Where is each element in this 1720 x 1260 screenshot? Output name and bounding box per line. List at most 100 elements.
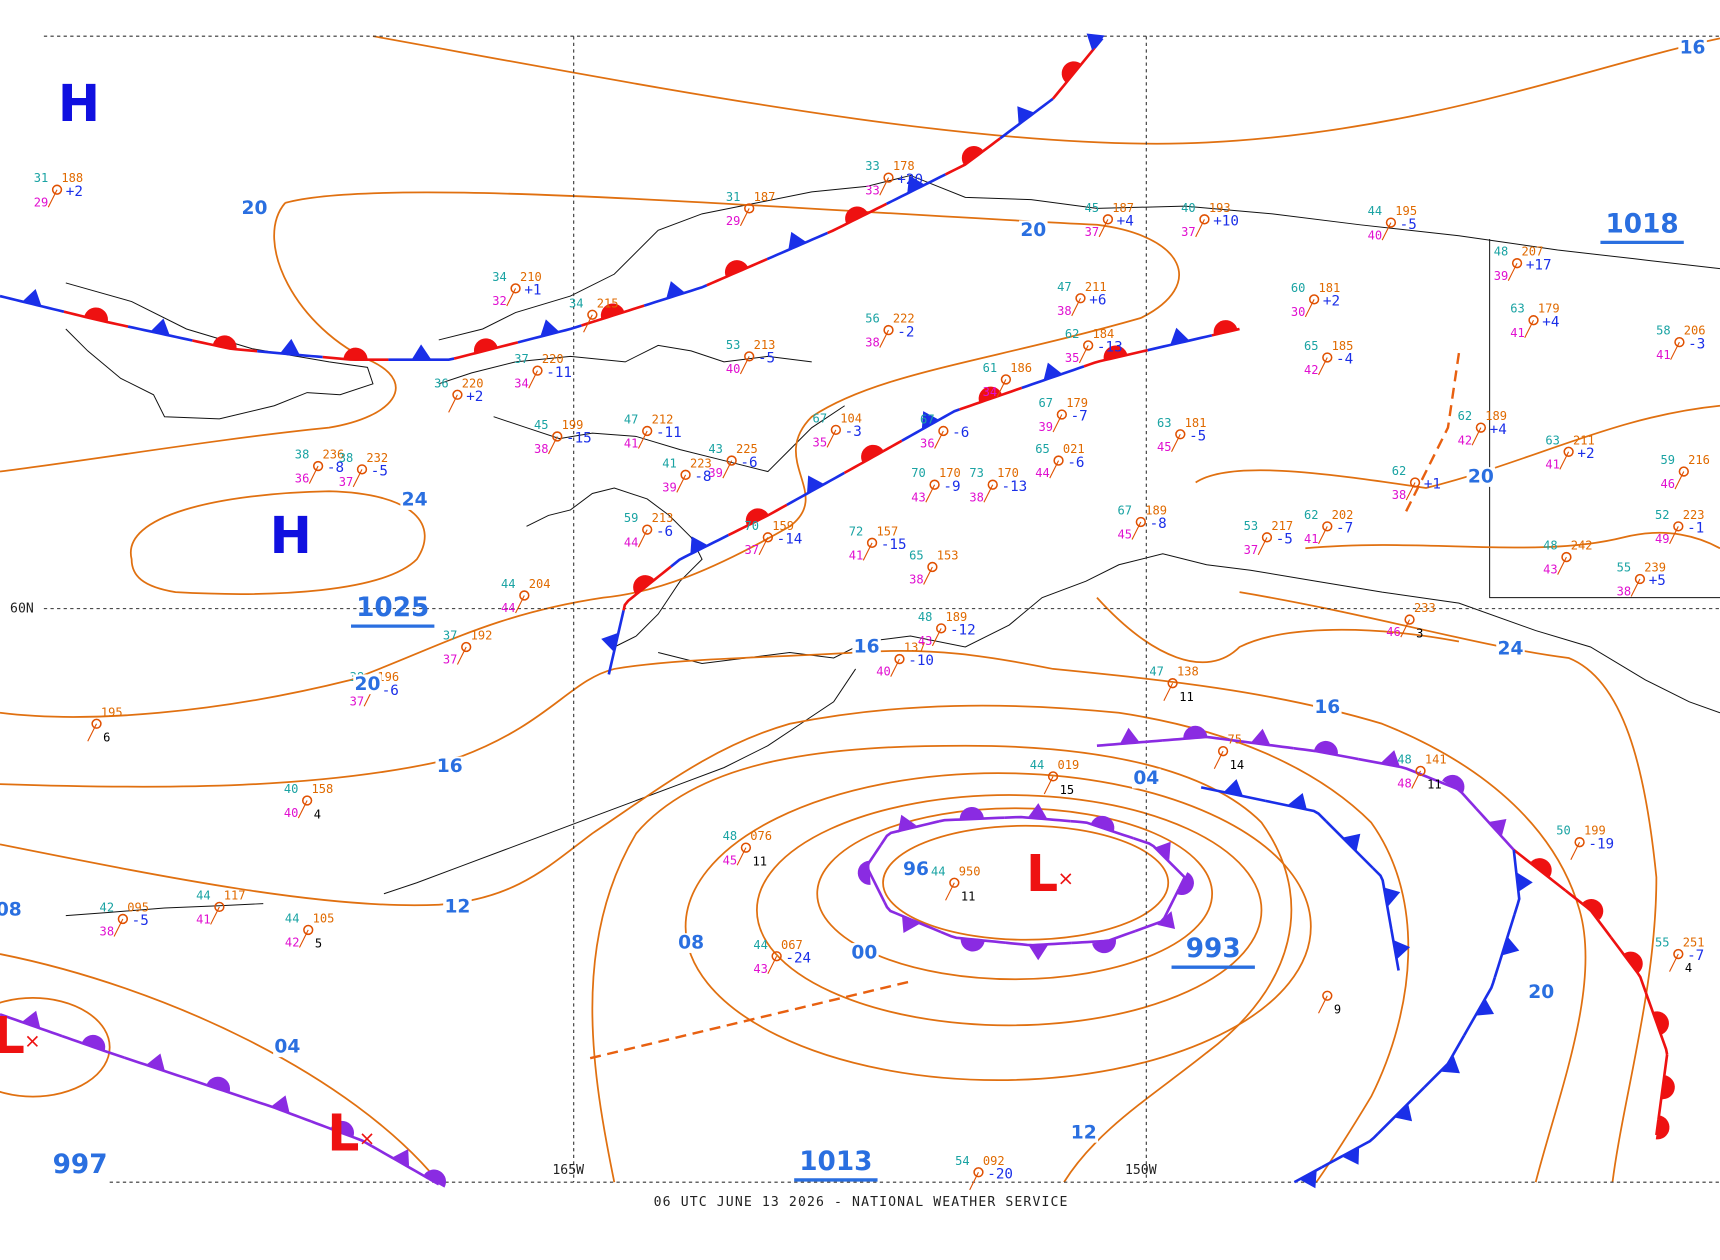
wind-barb	[448, 394, 458, 413]
dewpoint: 49	[1655, 532, 1670, 546]
pressure-tendency: +1	[1424, 477, 1441, 493]
temperature: 36	[434, 376, 449, 390]
wind-barb	[456, 646, 467, 665]
station: 59 213 44 -6	[624, 511, 673, 549]
temperature: 48	[918, 610, 933, 624]
front-pip	[806, 475, 825, 494]
isobars	[0, 35, 1720, 1183]
wind-barb	[1507, 262, 1518, 281]
station-circle	[740, 842, 752, 853]
station-circle	[356, 464, 368, 475]
wind-barb	[1471, 427, 1482, 446]
pressure-tendency: -1	[1687, 521, 1704, 537]
front-segment	[453, 341, 519, 360]
station-circle	[452, 389, 463, 400]
station-circle	[642, 524, 653, 535]
temperature: 52	[1655, 508, 1670, 522]
wind-barb	[506, 288, 517, 307]
front-pip	[1103, 345, 1128, 361]
isobar	[591, 744, 1293, 1183]
station-circle	[1047, 771, 1059, 782]
wind-barb	[1557, 556, 1567, 575]
dewpoint: 32	[492, 294, 507, 308]
pressure: 137	[904, 641, 926, 655]
front-pip	[1624, 951, 1643, 974]
pressure: 076	[750, 829, 772, 843]
station-circle	[936, 623, 947, 634]
front-pip	[961, 146, 984, 165]
pressure: 233	[1414, 601, 1436, 615]
pressure: 105	[313, 911, 335, 925]
dewpoint: 35	[1065, 351, 1080, 365]
station-circle	[1217, 746, 1229, 757]
dewpoint: 48	[1397, 777, 1412, 791]
isobar	[372, 35, 1720, 145]
pressure: 199	[1584, 824, 1606, 838]
station: 72 157 41 -15	[849, 524, 907, 562]
pressure-center: H	[58, 74, 100, 133]
wind-barb	[1405, 482, 1416, 501]
station: 65 153 38	[909, 548, 958, 586]
front-pip	[1394, 1103, 1413, 1122]
pressure-center: L	[327, 1104, 359, 1163]
pressure: 104	[840, 411, 862, 425]
front-pip	[1213, 320, 1238, 335]
station: 47 212 41 -11	[624, 413, 682, 451]
temperature: 59	[624, 511, 639, 525]
dewpoint: 29	[34, 195, 49, 209]
temperature: 55	[1655, 936, 1670, 950]
dewpoint: 44	[624, 535, 639, 549]
isobar	[1195, 404, 1720, 489]
station-circle	[1000, 374, 1012, 385]
pressure: 213	[754, 338, 776, 352]
dewpoint: 38	[1617, 585, 1632, 599]
coastline	[438, 174, 1720, 341]
station-circle	[830, 424, 842, 436]
grid-label: 60N	[10, 602, 34, 617]
pressure-tendency: -6	[382, 683, 399, 699]
temperature: 63	[1545, 433, 1560, 447]
station: 31 188 29 +2	[34, 171, 83, 209]
front-pip	[1092, 938, 1117, 954]
front-pip	[1342, 833, 1361, 852]
temperature: 73	[969, 466, 984, 480]
isobar-label-bg	[400, 490, 429, 510]
station: 38 232 37 -5	[339, 451, 388, 489]
grid-label: 150W	[1125, 1163, 1157, 1178]
pressure: 222	[893, 312, 915, 326]
wind-barb	[862, 542, 873, 561]
front-pip	[1530, 858, 1552, 878]
pressure: 217	[1271, 519, 1293, 533]
temperature: 38	[295, 448, 310, 462]
front-pip	[788, 231, 807, 250]
isobar-label-bg	[852, 637, 881, 657]
pressure: 157	[876, 524, 898, 538]
dewpoint: 46	[1661, 477, 1676, 491]
pressure-tendency: -11	[546, 365, 572, 381]
pressure-tendency: -6	[1067, 455, 1084, 471]
station-circle	[1322, 352, 1333, 363]
station: 67 179 39 -7	[1039, 396, 1088, 434]
front-pip	[1183, 725, 1208, 738]
dewpoint: 41	[849, 548, 864, 562]
pressure: 153	[937, 548, 959, 562]
front-pip	[81, 1034, 106, 1051]
station: 38 236 36 -8	[295, 448, 344, 486]
temperature: 33	[865, 159, 880, 173]
pressure-tendency: +1	[524, 283, 541, 299]
station: 63 181 45 -5	[1157, 416, 1206, 454]
isobar-label-bg	[1466, 467, 1496, 487]
wind-barb	[515, 595, 525, 614]
station: 62 38 +1	[1392, 464, 1441, 502]
pressure: 092	[983, 1154, 1005, 1168]
isobar-label: 08	[0, 900, 22, 921]
temperature: 38	[339, 451, 354, 465]
dewpoint: 30	[1291, 305, 1306, 319]
station-circle	[1673, 948, 1684, 960]
pressure-tendency: -6	[656, 524, 673, 540]
temperature: 62	[1065, 327, 1080, 341]
front-pip	[666, 281, 686, 299]
station-circle	[1415, 765, 1426, 777]
station: 31 187 29	[726, 190, 775, 228]
